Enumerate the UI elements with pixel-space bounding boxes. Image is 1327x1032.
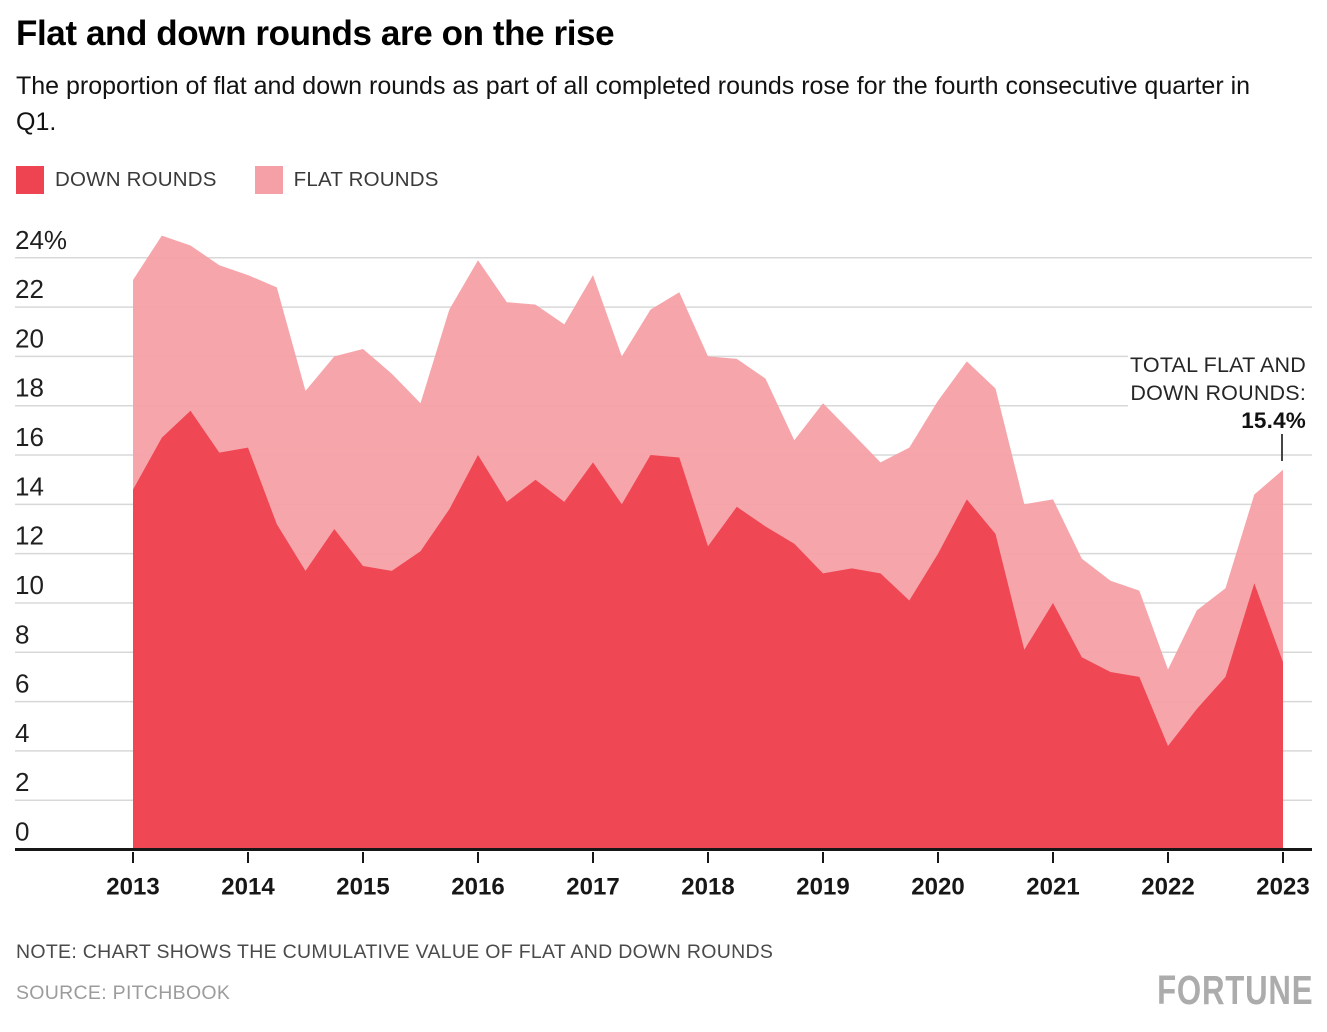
source-line: SOURCE: PITCHBOOK [16,982,231,1004]
down-rounds-swatch [16,166,44,194]
x-axis-label-2015: 2015 [336,874,389,901]
x-axis-label-2014: 2014 [221,874,275,901]
y-axis-label-4: 4 [15,718,29,748]
y-axis-label-8: 8 [15,619,29,649]
annotation-pointer-tick [1281,434,1283,461]
legend-label-flat-rounds: FLAT ROUNDS [293,168,439,191]
y-axis-label-24: 24% [15,225,67,255]
fortune-logo: FORTUNE [1156,968,1313,1014]
legend-label-down-rounds: DOWN ROUNDS [55,168,217,191]
x-axis-label-2021: 2021 [1026,874,1079,901]
y-axis-label-16: 16 [15,422,44,452]
x-axis-label-2013: 2013 [106,874,159,901]
y-axis-label-18: 18 [15,373,44,403]
y-axis-label-6: 6 [15,669,29,699]
chart-subtitle: The proportion of flat and down rounds a… [16,72,1251,136]
y-axis-label-22: 22 [15,274,44,304]
chart-legend: DOWN ROUNDS FLAT ROUNDS [16,166,439,194]
down-rounds-area [133,410,1283,850]
footnote: NOTE: CHART SHOWS THE CUMULATIVE VALUE O… [16,941,774,963]
x-axis-label-2017: 2017 [566,874,619,901]
page-title: Flat and down rounds are on the rise [16,14,615,53]
y-axis-label-10: 10 [15,570,44,600]
legend-item-down-rounds: DOWN ROUNDS [16,166,217,194]
y-axis-label-14: 14 [15,471,44,501]
x-axis-label-2020: 2020 [911,874,964,901]
x-axis-line [15,848,1312,851]
x-axis-label-2019: 2019 [796,874,849,901]
annotation-line2: DOWN ROUNDS: [1130,380,1306,405]
total-annotation: TOTAL FLAT AND DOWN ROUNDS: 15.4% [1130,352,1306,435]
x-axis-label-2018: 2018 [681,874,734,901]
x-axis-label-2016: 2016 [451,874,504,901]
x-axis-label-2022: 2022 [1141,874,1194,901]
y-axis-label-2: 2 [15,767,29,797]
legend-item-flat-rounds: FLAT ROUNDS [254,166,439,194]
y-axis-label-0: 0 [15,817,29,847]
annotation-value: 15.4% [1241,408,1306,433]
flat-rounds-swatch [254,166,283,194]
annotation-line1: TOTAL FLAT AND [1129,353,1306,377]
y-axis-label-12: 12 [15,521,44,551]
x-axis-label-2023: 2023 [1256,874,1309,901]
y-axis-label-20: 20 [15,323,44,353]
